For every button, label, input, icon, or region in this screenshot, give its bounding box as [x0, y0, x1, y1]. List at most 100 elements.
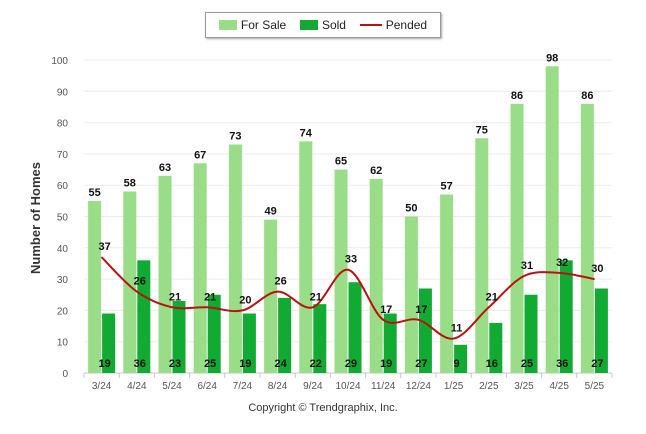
- legend-label-sold: Sold: [321, 18, 346, 32]
- bars: [88, 66, 608, 373]
- bar-sold: [383, 313, 397, 373]
- data-label-pended: 11: [451, 323, 463, 335]
- y-tick-label: 0: [62, 369, 68, 380]
- pended-point: [593, 278, 595, 280]
- bar-sold: [313, 304, 327, 373]
- data-label-for-sale: 73: [229, 131, 241, 143]
- x-tick-label: 3/24: [92, 381, 112, 392]
- y-tick-label: 30: [57, 275, 69, 286]
- data-label-sold: 22: [310, 358, 322, 370]
- x-tick-label: 4/25: [549, 381, 569, 392]
- legend-label-pended: Pended: [385, 18, 428, 32]
- pended-point: [558, 272, 560, 274]
- pended-point: [206, 306, 208, 308]
- bar-for-sale: [193, 163, 207, 373]
- legend-item-sold: Sold: [299, 18, 346, 32]
- data-label-pended: 21: [204, 291, 216, 303]
- pended-swatch: [359, 24, 382, 26]
- y-tick-label: 90: [57, 87, 69, 98]
- data-label-pended: 21: [310, 291, 322, 303]
- data-label-for-sale: 98: [546, 52, 558, 64]
- grid-lines: [84, 59, 612, 374]
- data-label-for-sale: 67: [194, 149, 206, 161]
- bar-for-sale: [264, 219, 278, 373]
- data-label-for-sale: 65: [335, 156, 347, 168]
- pended-point: [136, 291, 138, 293]
- bar-sold: [172, 301, 186, 373]
- bar-for-sale: [369, 178, 383, 373]
- data-label-for-sale: 57: [440, 181, 452, 193]
- x-tick-label: 2/25: [479, 381, 499, 392]
- data-label-for-sale: 63: [159, 162, 171, 174]
- x-tick-labels: 3/24 4/24 5/24 6/24 7/24 8/24 9/24 10/24 11/24 12…: [83, 373, 613, 392]
- data-label-pended: 26: [274, 276, 286, 288]
- data-label-sold: 24: [274, 358, 287, 370]
- y-tick-label: 60: [57, 181, 69, 192]
- y-tick-label: 70: [57, 150, 69, 161]
- pended-point: [382, 319, 384, 321]
- x-tick-label: 5/25: [585, 381, 605, 392]
- x-tick-label: 8/24: [268, 381, 288, 392]
- x-tick-label: 6/24: [197, 381, 217, 392]
- data-label-sold: 19: [98, 358, 110, 370]
- data-label-pended: 21: [169, 291, 181, 303]
- y-axis-label: Number of Homes: [28, 162, 43, 274]
- x-tick-label: 11/24: [371, 381, 396, 392]
- bar-for-sale: [404, 216, 418, 373]
- bar-for-sale: [475, 138, 489, 373]
- x-tick-label: 3/25: [514, 381, 534, 392]
- data-label-for-sale: 55: [88, 187, 100, 199]
- bar-sold: [559, 260, 573, 373]
- data-label-pended: 26: [134, 276, 146, 288]
- data-label-for-sale: 58: [124, 177, 136, 189]
- data-label-for-sale: 50: [405, 203, 417, 215]
- y-tick-label: 20: [57, 306, 69, 317]
- pended-point: [171, 306, 173, 308]
- x-tick-label: 5/24: [162, 381, 182, 392]
- data-labels: 55 19 58 36 63 23 67 25 73 19 49 24 74 22 65 29 62 19 50 27…: [88, 52, 603, 370]
- pended-point: [277, 291, 279, 293]
- data-label-pended: 21: [486, 291, 498, 303]
- copyright-text: Copyright © Trendgraphix, Inc.: [248, 402, 398, 414]
- x-tick-label: 7/24: [233, 381, 253, 392]
- data-label-for-sale: 74: [300, 127, 313, 139]
- bar-sold: [102, 313, 116, 373]
- y-tick-labels: 0 10 20 30 40 50 60 70 80 90 100: [51, 56, 68, 380]
- pended-line: [100, 256, 595, 340]
- bar-for-sale: [580, 103, 594, 373]
- y-tick-label: 10: [57, 338, 69, 349]
- bar-sold: [137, 260, 151, 373]
- sold-swatch: [299, 20, 318, 30]
- y-tick-label: 100: [51, 56, 68, 67]
- data-label-sold: 25: [521, 358, 533, 370]
- legend: For Sale Sold Pended: [205, 12, 441, 38]
- legend-item-pended: Pended: [359, 18, 428, 32]
- bar-for-sale: [228, 144, 242, 373]
- data-label-for-sale: 49: [264, 206, 276, 218]
- bar-for-sale: [510, 103, 524, 373]
- data-label-pended: 17: [415, 304, 427, 316]
- bar-sold: [207, 294, 221, 373]
- data-label-pended: 31: [521, 260, 533, 272]
- data-label-for-sale: 75: [476, 124, 488, 136]
- y-tick-label: 40: [57, 244, 69, 255]
- bar-sold: [524, 294, 538, 373]
- data-label-sold: 29: [345, 358, 357, 370]
- pended-point: [488, 306, 490, 308]
- bar-sold: [454, 344, 468, 373]
- data-label-pended: 37: [98, 241, 110, 253]
- data-label-for-sale: 86: [511, 90, 523, 102]
- data-label-pended: 17: [380, 304, 392, 316]
- pended-point: [347, 269, 349, 271]
- bar-for-sale: [440, 194, 454, 373]
- data-label-for-sale: 86: [581, 90, 593, 102]
- data-label-sold: 25: [204, 358, 216, 370]
- data-label-for-sale: 62: [370, 165, 382, 177]
- pended-point: [312, 306, 314, 308]
- data-label-pended: 20: [239, 294, 251, 306]
- data-label-sold: 36: [556, 358, 568, 370]
- data-label-sold: 19: [239, 358, 251, 370]
- bar-sold: [489, 322, 503, 373]
- x-tick-label: 1/25: [444, 381, 464, 392]
- pended-point: [241, 309, 243, 311]
